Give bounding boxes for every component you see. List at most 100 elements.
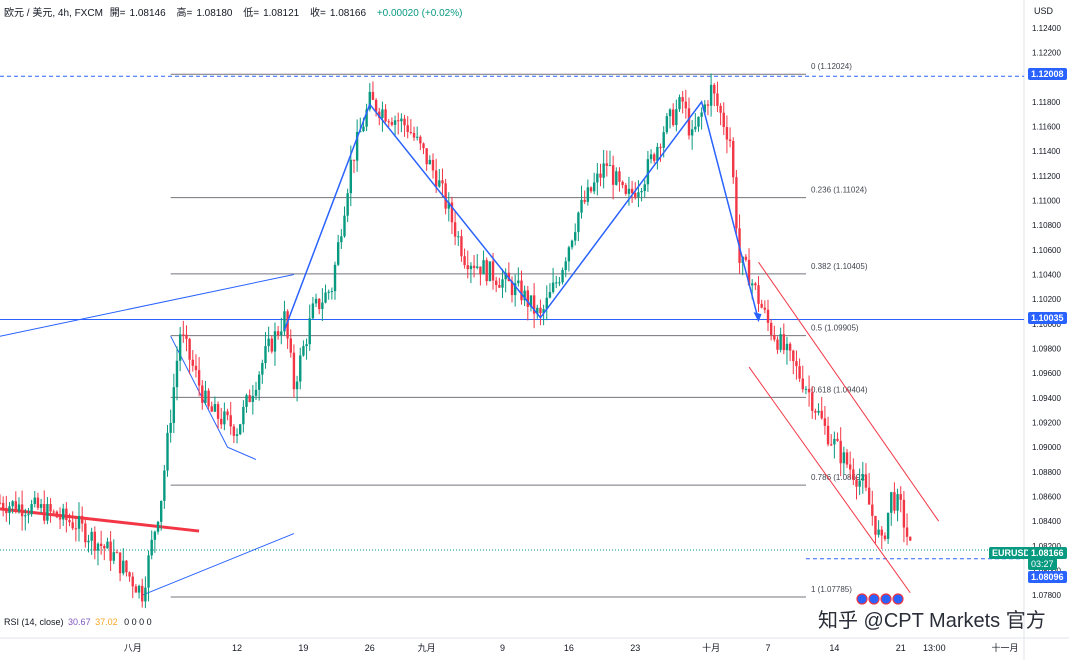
candle-body — [842, 452, 846, 464]
candle-body — [532, 295, 536, 314]
y-tick-label: 1.08600 — [1032, 493, 1061, 502]
fib-level-label: 0 (1.12024) — [811, 62, 852, 71]
candle-body — [365, 109, 368, 127]
candle-body — [605, 163, 609, 166]
candle-body — [27, 514, 30, 516]
candle-body — [428, 159, 432, 165]
candle-body — [807, 388, 811, 393]
event-marker — [892, 593, 904, 605]
candle-body — [899, 494, 902, 500]
candle-body — [412, 132, 416, 138]
line-mid-tag: 1.10035 — [1028, 312, 1067, 324]
candle-body — [422, 143, 425, 149]
candle-body — [526, 290, 530, 307]
candle-body — [122, 560, 125, 574]
down-trendline — [0, 507, 200, 533]
candle-body — [589, 187, 593, 192]
candle-body — [735, 177, 738, 229]
candle-body — [583, 199, 586, 202]
candle-body — [30, 504, 33, 515]
candle-body — [355, 131, 359, 161]
candle-body — [687, 108, 691, 136]
candle-body — [678, 97, 681, 110]
candle-body — [826, 425, 830, 445]
last-price-tag: 1.08166 — [1028, 547, 1067, 559]
swing-path — [283, 100, 760, 331]
candle-body — [226, 411, 229, 416]
y-tick-label: 1.08800 — [1032, 468, 1061, 477]
candle-body — [517, 280, 520, 284]
candle-body — [125, 560, 128, 573]
candle-body — [501, 279, 504, 288]
candle-body — [156, 521, 160, 532]
candle-body — [197, 370, 201, 386]
candle-body — [586, 187, 590, 202]
candle-body — [172, 387, 176, 423]
low-label: 低= — [243, 8, 260, 19]
y-tick-label: 1.10600 — [1032, 246, 1061, 255]
candle-body — [232, 426, 236, 436]
candle-body — [472, 265, 476, 268]
candle-body — [87, 540, 90, 543]
y-tick-label: 1.09400 — [1032, 394, 1061, 403]
candle-body — [788, 343, 792, 351]
candle-body — [324, 292, 327, 303]
candle-body — [488, 261, 492, 282]
candle-body — [694, 126, 697, 130]
candle-body — [804, 388, 808, 390]
candle-body — [485, 260, 488, 282]
candle-body — [864, 474, 868, 488]
x-tick-label: 23 — [630, 643, 640, 653]
currency-label[interactable]: USD — [1034, 6, 1054, 16]
low-line-tag: 1.08096 — [1028, 571, 1067, 583]
event-marker — [880, 593, 892, 605]
candle-body — [909, 536, 912, 541]
candle-body — [890, 492, 893, 513]
candle-body — [836, 438, 839, 441]
rsi-legend[interactable]: RSI (14, close) 30.67 37.02 0 0 0 0 — [4, 617, 152, 627]
candle-body — [419, 136, 422, 144]
candle-body — [463, 256, 466, 266]
x-tick-label: 九月 — [418, 643, 436, 653]
candle-body — [634, 192, 637, 198]
candle-body — [431, 159, 435, 171]
x-tick-label: 7 — [765, 643, 770, 653]
candle-body — [766, 309, 770, 323]
candle-body — [447, 202, 450, 209]
candle-body — [415, 136, 419, 138]
y-tick-label: 1.10000 — [1032, 320, 1061, 329]
candle-body — [305, 344, 308, 347]
candle-body — [782, 334, 786, 351]
candle-body — [574, 232, 577, 241]
candle-body — [84, 523, 87, 543]
candle-body — [744, 256, 748, 260]
candle-body — [134, 586, 138, 593]
symbol-name[interactable]: 欧元 / 美元, 4h, FXCM — [4, 8, 103, 19]
candle-body — [697, 116, 700, 127]
candle-body — [406, 125, 409, 132]
candle-body — [242, 406, 245, 425]
candle-body — [166, 432, 169, 471]
candle-body — [169, 422, 172, 433]
candle-body — [178, 334, 182, 361]
down-channel-lower — [748, 366, 911, 594]
candle-body — [874, 515, 877, 535]
rsi-value: 30.67 — [68, 617, 91, 627]
candle-body — [747, 259, 751, 286]
candle-body — [153, 531, 157, 540]
candle-body — [504, 272, 507, 280]
candle-body — [457, 236, 460, 238]
candle-body — [20, 504, 24, 517]
candle-body — [700, 112, 703, 117]
candle-body — [11, 501, 14, 507]
candle-body — [896, 494, 899, 511]
candle-body — [779, 334, 782, 350]
fib-level-label: 0.382 (1.10405) — [811, 262, 868, 271]
candle-body — [204, 390, 207, 403]
candle-body — [62, 508, 65, 520]
y-tick-label: 1.10400 — [1032, 271, 1061, 280]
candle-body — [280, 331, 283, 336]
x-tick-label: 13:00 — [923, 643, 946, 653]
